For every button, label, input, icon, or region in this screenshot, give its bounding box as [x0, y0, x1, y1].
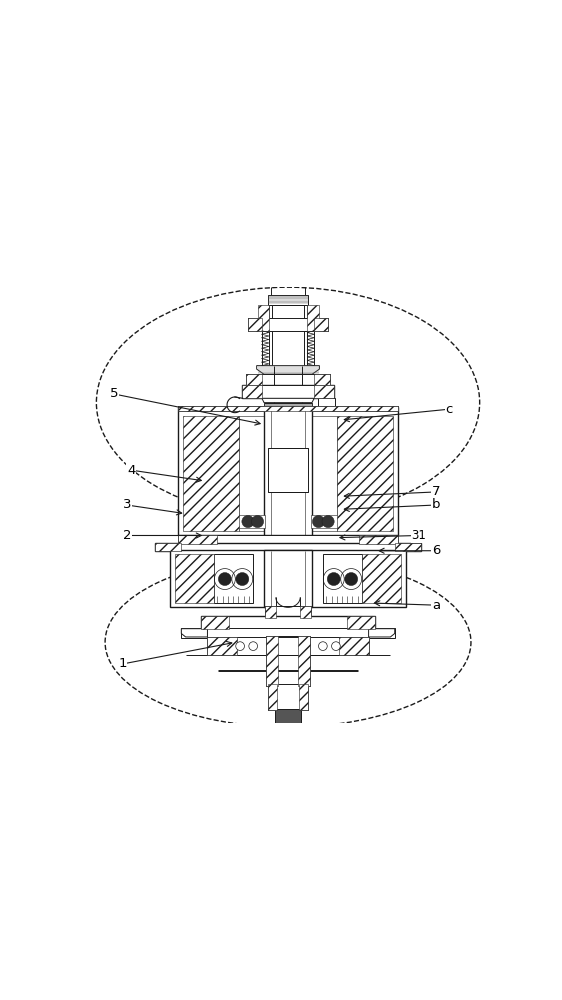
- Bar: [175, 554, 214, 603]
- Bar: [337, 416, 393, 531]
- Bar: [178, 406, 398, 411]
- Bar: [246, 374, 262, 385]
- Text: 31: 31: [411, 529, 426, 542]
- Text: 3: 3: [123, 498, 131, 512]
- Bar: [155, 543, 421, 551]
- Circle shape: [251, 515, 264, 528]
- Bar: [242, 385, 334, 398]
- Polygon shape: [262, 398, 314, 403]
- Bar: [238, 515, 265, 528]
- Bar: [300, 606, 311, 618]
- Text: c: c: [446, 403, 453, 416]
- Bar: [191, 560, 209, 573]
- Text: 7: 7: [432, 485, 441, 498]
- Bar: [265, 606, 311, 618]
- Bar: [395, 543, 421, 551]
- Bar: [201, 616, 375, 629]
- Bar: [248, 318, 328, 331]
- Circle shape: [218, 573, 232, 586]
- Bar: [314, 318, 328, 331]
- Bar: [183, 416, 239, 531]
- Bar: [266, 636, 278, 686]
- Bar: [307, 305, 319, 331]
- Circle shape: [345, 573, 357, 586]
- Bar: [246, 374, 330, 385]
- Bar: [214, 554, 253, 603]
- Circle shape: [319, 642, 327, 650]
- Text: 2: 2: [123, 529, 131, 542]
- Polygon shape: [182, 629, 207, 637]
- Bar: [207, 637, 237, 655]
- Bar: [201, 616, 229, 629]
- Bar: [264, 407, 312, 535]
- Bar: [323, 554, 362, 603]
- Circle shape: [327, 573, 340, 586]
- Circle shape: [322, 515, 334, 528]
- Bar: [257, 305, 269, 331]
- Bar: [265, 606, 277, 618]
- Circle shape: [236, 642, 244, 650]
- Bar: [248, 318, 262, 331]
- Circle shape: [249, 642, 257, 650]
- Bar: [269, 295, 307, 305]
- Bar: [368, 560, 385, 573]
- Bar: [178, 406, 398, 411]
- Bar: [311, 515, 338, 528]
- Text: 5: 5: [110, 387, 118, 400]
- Bar: [260, 385, 316, 398]
- Bar: [207, 637, 369, 655]
- Bar: [239, 416, 274, 531]
- Bar: [347, 616, 375, 629]
- Bar: [362, 554, 401, 603]
- Bar: [314, 374, 330, 385]
- Bar: [302, 416, 337, 531]
- Bar: [269, 684, 307, 710]
- Bar: [298, 636, 310, 686]
- Bar: [178, 535, 217, 544]
- Bar: [318, 398, 335, 406]
- Circle shape: [312, 515, 325, 528]
- Polygon shape: [369, 629, 395, 637]
- Bar: [269, 684, 277, 710]
- Text: a: a: [432, 599, 440, 612]
- Bar: [273, 305, 303, 366]
- Text: b: b: [432, 498, 441, 512]
- Bar: [314, 385, 334, 398]
- Bar: [359, 535, 398, 544]
- Polygon shape: [257, 366, 319, 374]
- Bar: [275, 709, 301, 723]
- Bar: [299, 684, 307, 710]
- Circle shape: [332, 642, 340, 650]
- Bar: [264, 550, 312, 607]
- Bar: [242, 385, 262, 398]
- Bar: [178, 407, 398, 535]
- Bar: [178, 535, 398, 544]
- Bar: [266, 636, 310, 686]
- Bar: [155, 543, 182, 551]
- Circle shape: [242, 515, 254, 528]
- Text: 6: 6: [432, 544, 440, 557]
- Polygon shape: [264, 403, 312, 407]
- Bar: [269, 448, 307, 492]
- Polygon shape: [260, 374, 316, 381]
- Bar: [339, 637, 369, 655]
- Bar: [191, 578, 209, 590]
- Text: 1: 1: [118, 657, 127, 670]
- Bar: [368, 578, 385, 590]
- Circle shape: [236, 573, 249, 586]
- Bar: [182, 628, 395, 638]
- Text: 4: 4: [127, 464, 135, 477]
- Bar: [170, 550, 406, 607]
